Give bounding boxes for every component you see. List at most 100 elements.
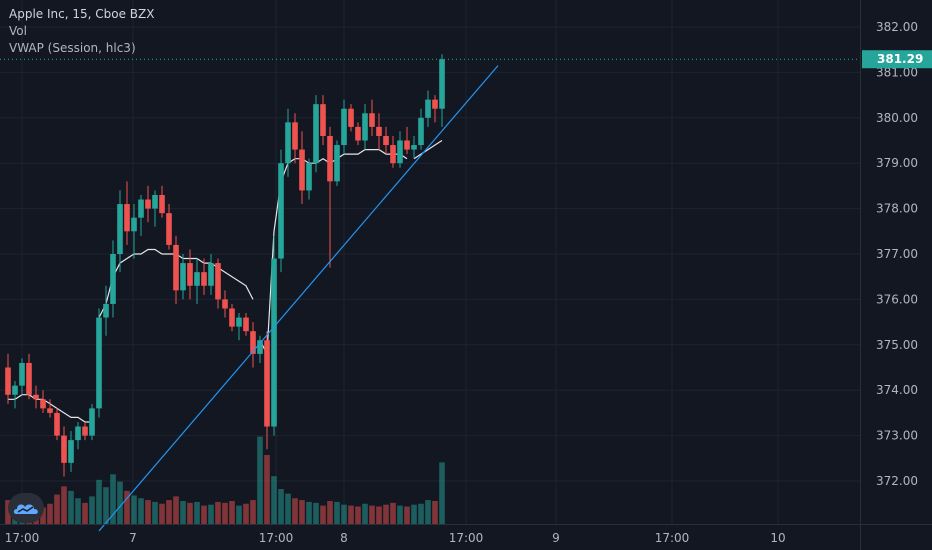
- volume-bar[interactable]: [47, 503, 53, 524]
- volume-bar[interactable]: [383, 504, 389, 524]
- volume-bar[interactable]: [173, 496, 179, 524]
- volume-bar[interactable]: [404, 506, 410, 524]
- legend-vwap-label[interactable]: VWAP (Session, hlc3): [9, 41, 136, 55]
- volume-bar[interactable]: [131, 495, 137, 524]
- candle-body[interactable]: [173, 244, 179, 291]
- volume-bar[interactable]: [215, 501, 221, 524]
- volume-bar[interactable]: [334, 501, 340, 524]
- volume-bar[interactable]: [201, 505, 207, 524]
- candle-body[interactable]: [292, 122, 298, 150]
- volume-bar[interactable]: [229, 501, 235, 524]
- volume-bar[interactable]: [82, 502, 88, 524]
- volume-bar[interactable]: [243, 503, 249, 524]
- candle-body[interactable]: [180, 263, 186, 291]
- candle-body[interactable]: [390, 145, 396, 164]
- volume-bar[interactable]: [222, 502, 228, 524]
- volume-bar[interactable]: [320, 505, 326, 524]
- candle-body[interactable]: [383, 135, 389, 146]
- candle-body[interactable]: [187, 263, 193, 286]
- candle-body[interactable]: [243, 317, 249, 332]
- candle-body[interactable]: [159, 194, 165, 214]
- candle-body[interactable]: [334, 145, 340, 182]
- candle-body[interactable]: [257, 340, 263, 354]
- volume-bar[interactable]: [194, 501, 200, 524]
- volume-bar[interactable]: [68, 490, 74, 524]
- volume-bar[interactable]: [54, 494, 60, 524]
- candle-body[interactable]: [124, 204, 130, 232]
- candle-body[interactable]: [341, 108, 347, 146]
- volume-bar[interactable]: [75, 498, 81, 524]
- trend-line[interactable]: [98, 65, 499, 532]
- volume-bar[interactable]: [306, 501, 312, 524]
- candle-body[interactable]: [75, 426, 81, 441]
- volume-bar[interactable]: [397, 505, 403, 524]
- volume-bar[interactable]: [166, 500, 172, 524]
- candle-body[interactable]: [411, 145, 417, 150]
- volume-bar[interactable]: [61, 486, 67, 524]
- volume-bar[interactable]: [355, 506, 361, 524]
- candle-body[interactable]: [117, 204, 123, 254]
- candle-body[interactable]: [201, 272, 207, 286]
- candle-body[interactable]: [103, 303, 109, 318]
- candle-body[interactable]: [278, 163, 284, 259]
- candle-body[interactable]: [26, 362, 32, 395]
- volume-bar[interactable]: [180, 501, 186, 524]
- tradingview-logo-button[interactable]: [8, 493, 44, 523]
- candle-body[interactable]: [250, 331, 256, 354]
- volume-bar[interactable]: [376, 506, 382, 524]
- volume-bar[interactable]: [278, 489, 284, 524]
- candle-body[interactable]: [96, 317, 102, 409]
- volume-bar[interactable]: [208, 504, 214, 524]
- candle-body[interactable]: [68, 440, 74, 463]
- candle-body[interactable]: [355, 126, 361, 141]
- volume-bar[interactable]: [271, 476, 277, 524]
- candle-body[interactable]: [264, 340, 270, 427]
- candle-body[interactable]: [327, 135, 333, 182]
- volume-bar[interactable]: [390, 502, 396, 524]
- candle-body[interactable]: [131, 217, 137, 232]
- volume-bar[interactable]: [103, 487, 109, 524]
- candle-body[interactable]: [145, 199, 151, 209]
- candle-body[interactable]: [271, 258, 277, 427]
- volume-bar[interactable]: [187, 502, 193, 524]
- volume-bar[interactable]: [96, 479, 102, 524]
- candle-body[interactable]: [236, 317, 242, 327]
- volume-bar[interactable]: [145, 500, 151, 524]
- candle-body[interactable]: [418, 117, 424, 146]
- candle-body[interactable]: [306, 163, 312, 191]
- candle-body[interactable]: [89, 408, 95, 436]
- candle-body[interactable]: [47, 408, 53, 413]
- legend-volume-label[interactable]: Vol: [9, 24, 27, 38]
- volume-bar[interactable]: [439, 462, 445, 524]
- volume-bar[interactable]: [110, 474, 116, 524]
- candle-body[interactable]: [215, 263, 221, 300]
- volume-bar[interactable]: [432, 501, 438, 524]
- candle-body[interactable]: [222, 299, 228, 309]
- volume-bar[interactable]: [159, 503, 165, 524]
- candle-body[interactable]: [376, 126, 382, 136]
- candle-body[interactable]: [369, 113, 375, 127]
- candle-body[interactable]: [208, 263, 214, 286]
- volume-bar[interactable]: [264, 455, 270, 524]
- volume-bar[interactable]: [257, 436, 263, 524]
- candle-body[interactable]: [285, 122, 291, 164]
- candle-body[interactable]: [313, 104, 319, 164]
- candle-body[interactable]: [432, 99, 438, 109]
- candle-body[interactable]: [12, 385, 18, 395]
- volume-bar[interactable]: [40, 507, 46, 524]
- candle-body[interactable]: [166, 213, 172, 245]
- candle-body[interactable]: [299, 149, 305, 191]
- candle-body[interactable]: [362, 113, 368, 141]
- candle-body[interactable]: [229, 308, 235, 327]
- candle-body[interactable]: [33, 394, 39, 400]
- candle-body[interactable]: [19, 362, 25, 386]
- legend-symbol-line[interactable]: Apple Inc, 15, Cboe BZX: [9, 7, 155, 21]
- candle-body[interactable]: [439, 59, 445, 109]
- volume-bar[interactable]: [117, 481, 123, 524]
- candle-body[interactable]: [40, 399, 46, 409]
- candle-body[interactable]: [194, 272, 200, 286]
- volume-bar[interactable]: [369, 505, 375, 524]
- candle-body[interactable]: [110, 254, 116, 304]
- vwap-line[interactable]: [259, 149, 408, 357]
